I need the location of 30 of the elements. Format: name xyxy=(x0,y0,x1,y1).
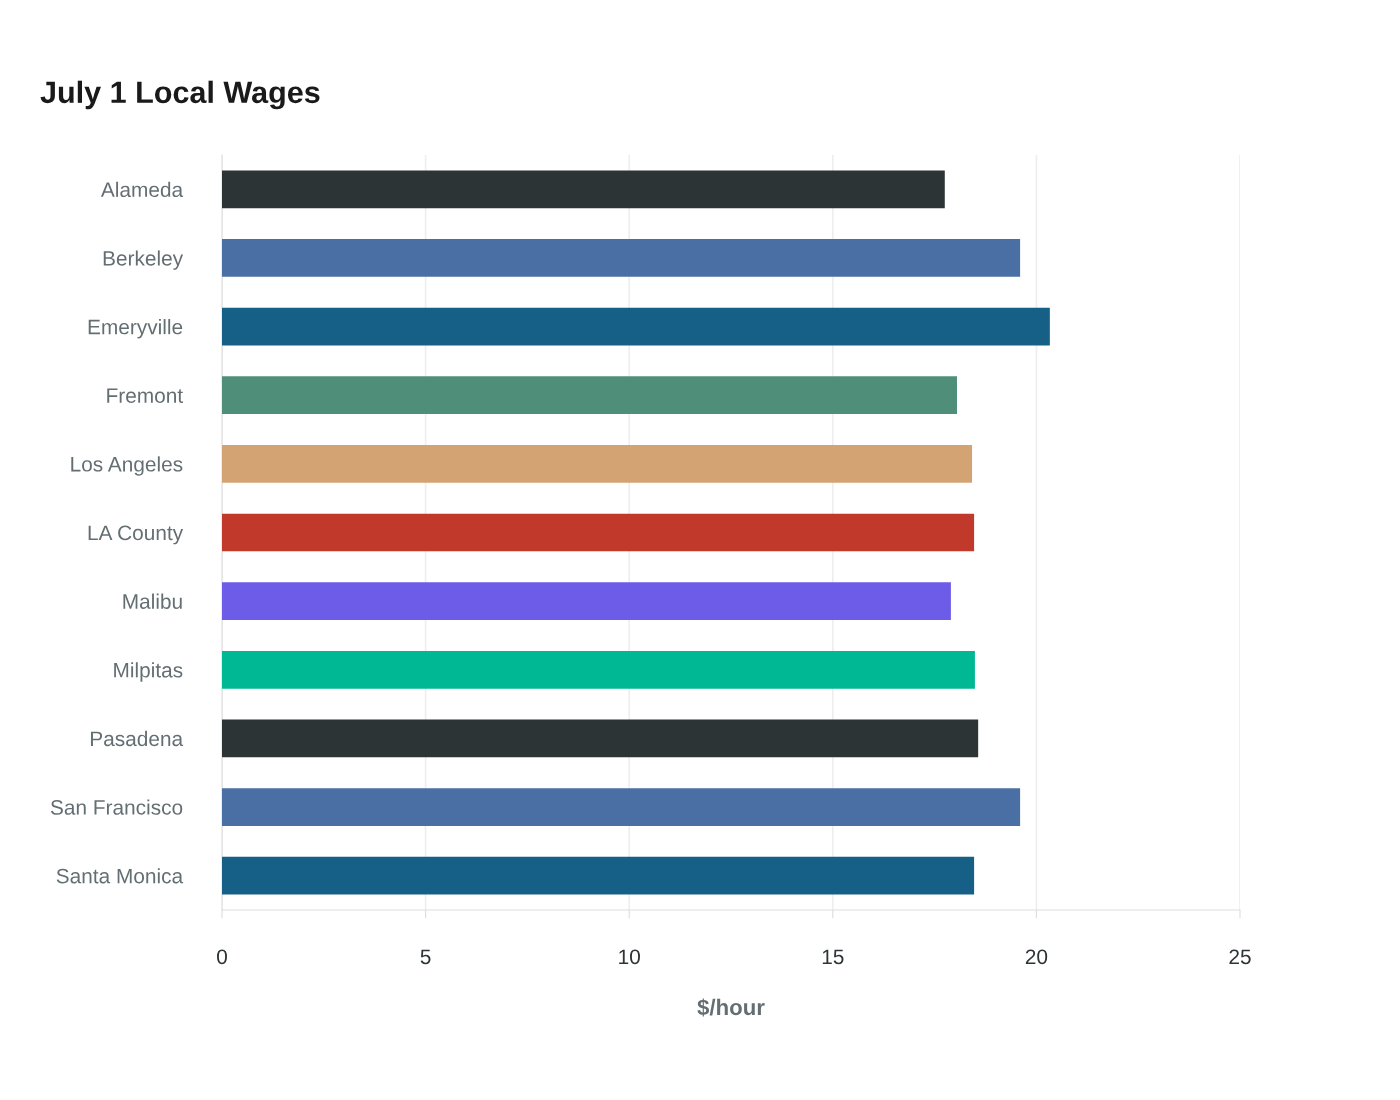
bar xyxy=(222,513,975,552)
y-tick-label: Berkeley xyxy=(103,250,184,270)
chart-title: July 1 Local Wages xyxy=(40,80,320,110)
y-tick-label: LA County xyxy=(88,525,184,545)
y-tick-label: Alameda xyxy=(100,181,184,198)
bar xyxy=(222,307,1050,346)
y-tick-label: Emeryville xyxy=(88,319,183,339)
x-tick-label: 5 xyxy=(420,949,431,965)
bar xyxy=(222,376,957,415)
bar xyxy=(222,856,975,895)
x-tick-label: 0 xyxy=(217,949,227,965)
x-tick-label: 15 xyxy=(822,949,844,965)
bar xyxy=(222,719,979,758)
bar xyxy=(222,170,945,209)
x-tick-label: 20 xyxy=(1025,949,1048,965)
bar xyxy=(222,650,975,689)
y-tick-label: Santa Monica xyxy=(56,868,184,884)
bar xyxy=(222,239,1021,277)
x-tick-label: 25 xyxy=(1229,949,1251,965)
bar xyxy=(222,788,1021,826)
x-axis-title: $/hour xyxy=(697,998,765,1017)
bar xyxy=(222,582,951,621)
y-tick-label: Milpitas xyxy=(114,662,183,682)
y-tick-label: Malibu xyxy=(123,593,182,609)
x-tick-label: 10 xyxy=(619,949,640,965)
y-tick-label: Los Angeles xyxy=(71,456,183,476)
y-tick-label: Fremont xyxy=(107,388,183,403)
y-tick-label: San Francisco xyxy=(50,799,183,815)
bar xyxy=(222,444,973,483)
y-tick-label: Pasadena xyxy=(91,730,184,747)
